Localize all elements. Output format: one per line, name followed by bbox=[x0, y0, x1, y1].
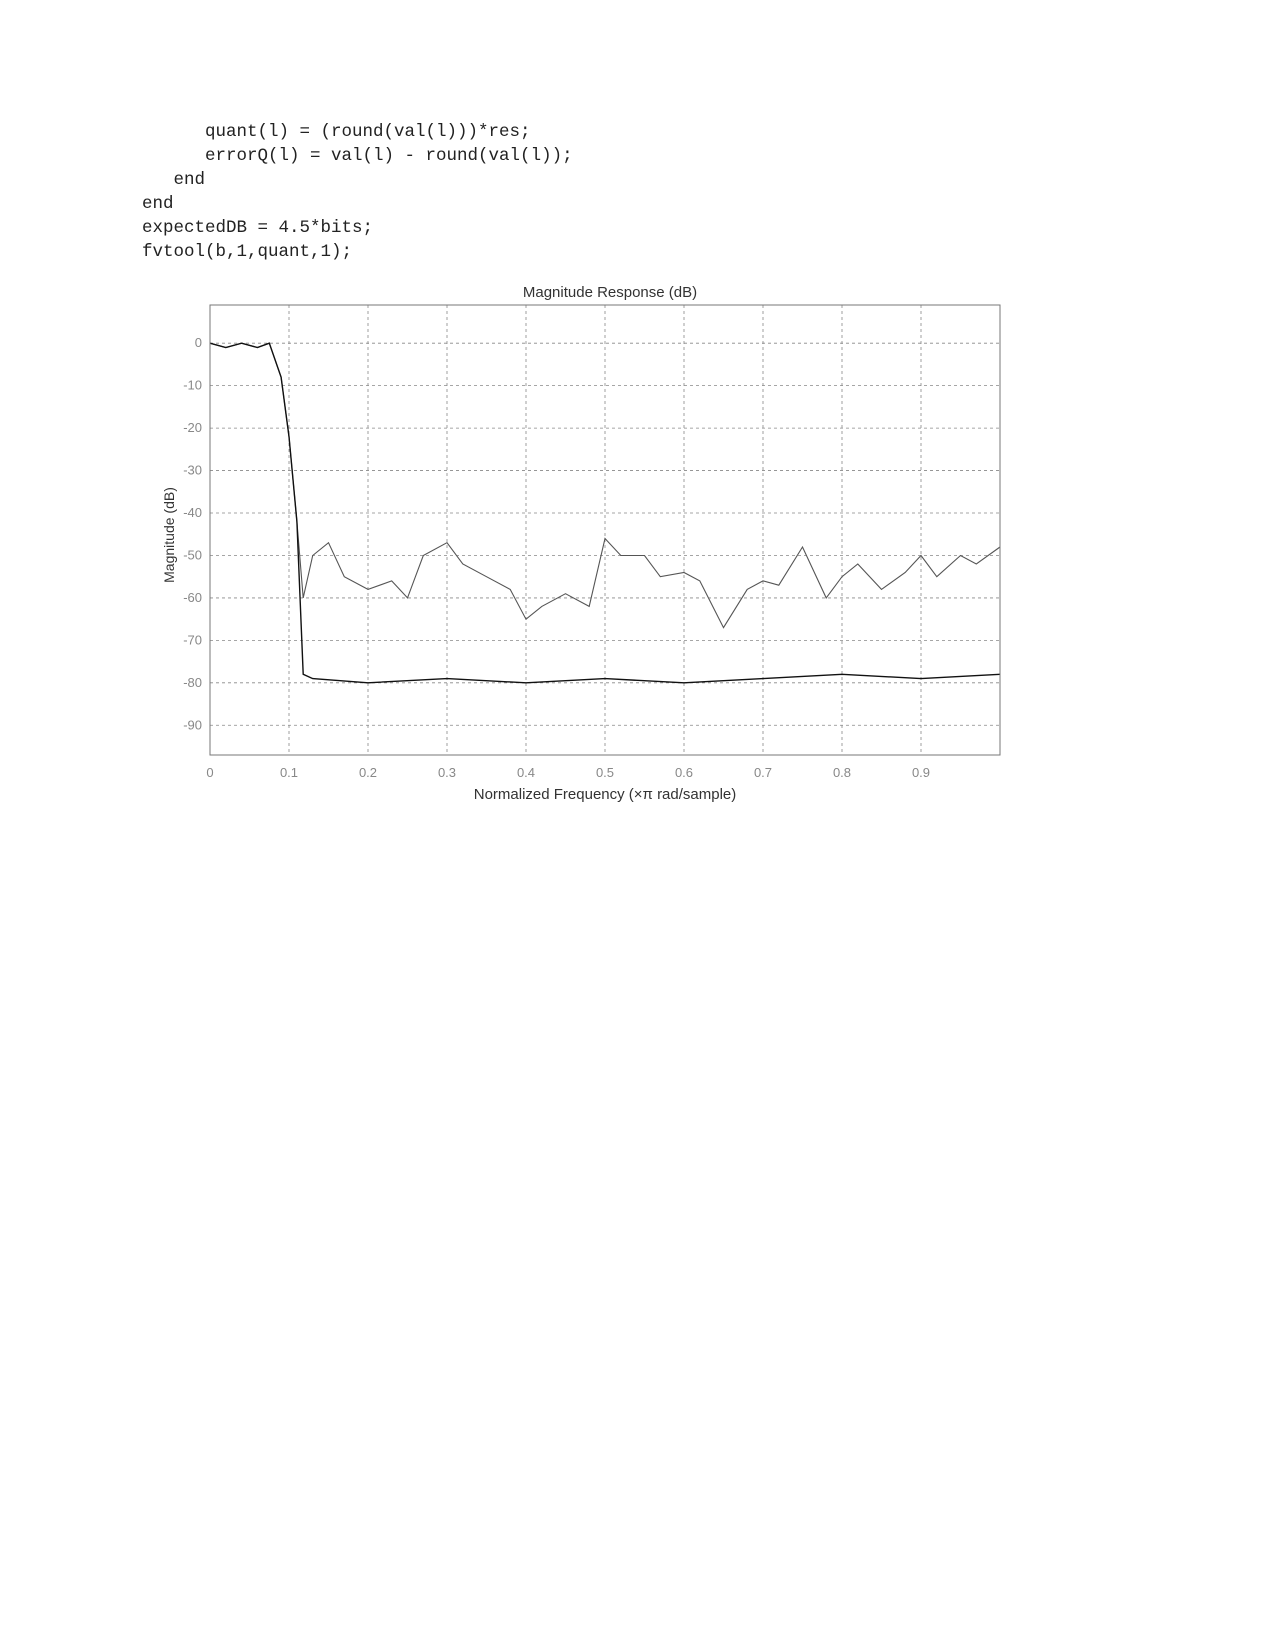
x-tick-label: 0.7 bbox=[754, 765, 772, 780]
series-line-1 bbox=[209, 342, 1001, 629]
x-tick-label: 0.8 bbox=[833, 765, 851, 780]
x-tick-label: 0.5 bbox=[596, 765, 614, 780]
y-tick-label: -60 bbox=[183, 590, 202, 605]
y-tick-label: -40 bbox=[183, 505, 202, 520]
x-tick-label: 0.6 bbox=[675, 765, 693, 780]
y-tick-label: -90 bbox=[183, 717, 202, 732]
y-tick-label: -70 bbox=[183, 632, 202, 647]
code-listing: quant(l) = (round(val(l)))*res; errorQ(l… bbox=[142, 120, 573, 264]
chart-title: Magnitude Response (dB) bbox=[523, 285, 697, 301]
code-line: fvtool(b,1,quant,1); bbox=[142, 242, 353, 262]
plot-frame bbox=[209, 304, 1001, 756]
x-tick-label: 0.4 bbox=[517, 765, 535, 780]
y-tick-label: -50 bbox=[183, 547, 202, 562]
x-tick-label: 0 bbox=[206, 765, 213, 780]
x-tick-label: 0.2 bbox=[359, 765, 377, 780]
code-line: expectedDB = 4.5*bits; bbox=[142, 218, 374, 238]
x-axis-label: Normalized Frequency (×π rad/sample) bbox=[474, 786, 737, 803]
y-axis-label: Magnitude (dB) bbox=[161, 487, 177, 583]
x-tick-label: 0.1 bbox=[280, 765, 298, 780]
y-tick-label: 0 bbox=[195, 335, 202, 350]
x-tick-label: 0.3 bbox=[438, 765, 456, 780]
magnitude-response-chart: Magnitude Response (dB) Magnitude (dB) N… bbox=[161, 285, 1001, 803]
y-tick-label: -80 bbox=[183, 675, 202, 690]
code-line: quant(l) = (round(val(l)))*res; bbox=[142, 122, 531, 142]
code-line: end bbox=[142, 194, 174, 214]
magnitude-response-figure: Magnitude Response (dB) Magnitude (dB) N… bbox=[150, 285, 1070, 845]
series-lines bbox=[209, 342, 1001, 684]
series-line-2 bbox=[209, 342, 1001, 684]
tick-labels: 0 0.1 0.2 0.3 0.4 0.5 0.6 0.7 0.8 0.9 0 -10 -20 -30 -4… bbox=[183, 335, 930, 780]
y-tick-label: -30 bbox=[183, 463, 202, 478]
code-line: end bbox=[142, 170, 206, 190]
code-line: errorQ(l) = val(l) - round(val(l)); bbox=[142, 146, 573, 166]
x-tick-label: 0.9 bbox=[912, 765, 930, 780]
y-tick-label: -20 bbox=[183, 420, 202, 435]
grid-lines bbox=[210, 305, 1000, 755]
y-tick-label: -10 bbox=[183, 378, 202, 393]
